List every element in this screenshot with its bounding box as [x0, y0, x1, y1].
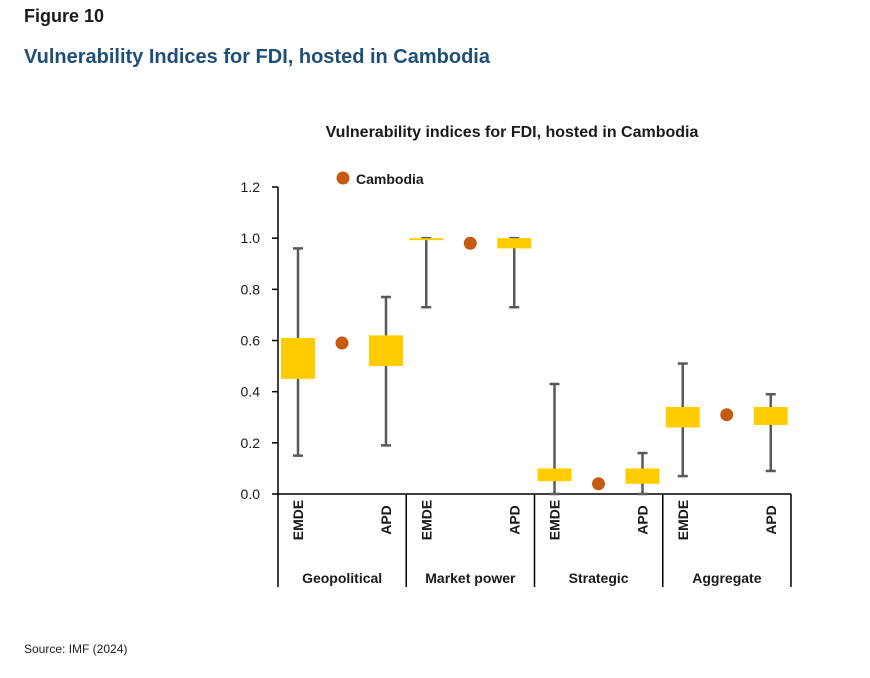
legend-cambodia-marker	[336, 171, 350, 185]
box-iqr	[537, 468, 572, 482]
y-tick-label: 1.0	[241, 230, 261, 246]
box-iqr	[665, 407, 700, 428]
chart-title: Vulnerability indices for FDI, hosted in…	[326, 124, 699, 141]
chart-legend: Cambodia	[336, 171, 424, 187]
y-tick-label: 1.2	[241, 179, 261, 195]
source-note: Source: IMF (2024)	[24, 642, 128, 656]
y-tick-label: 0.0	[241, 486, 261, 502]
category-label: EMDE	[547, 500, 563, 540]
cambodia-point	[463, 236, 477, 250]
y-tick-label: 0.4	[241, 384, 261, 400]
figure-label: Figure 10	[24, 6, 105, 26]
box-iqr	[753, 407, 788, 425]
category-label: APD	[378, 505, 394, 535]
cambodia-point	[335, 336, 349, 350]
box-iqr	[409, 238, 444, 241]
box-iqr	[281, 337, 315, 379]
group-label: Geopolitical	[302, 570, 382, 586]
y-tick-label: 0.2	[241, 435, 261, 451]
box-iqr	[369, 335, 403, 367]
box-iqr	[497, 238, 532, 249]
category-label: APD	[635, 505, 651, 535]
group-label: Aggregate	[692, 570, 761, 586]
cambodia-point	[720, 408, 734, 422]
box-iqr	[625, 468, 660, 484]
category-label: EMDE	[418, 500, 434, 540]
cambodia-point	[592, 477, 605, 491]
group-label: Market power	[425, 570, 516, 586]
legend-cambodia-label: Cambodia	[356, 171, 424, 187]
y-tick-label: 0.6	[241, 333, 261, 349]
category-label: APD	[506, 505, 522, 535]
y-tick-label: 0.8	[241, 281, 261, 297]
category-label: EMDE	[675, 500, 691, 540]
figure-title: Vulnerability Indices for FDI, hosted in…	[24, 46, 490, 68]
group-label: Strategic	[569, 570, 629, 586]
category-label: APD	[763, 505, 779, 535]
category-label: EMDE	[290, 500, 306, 540]
